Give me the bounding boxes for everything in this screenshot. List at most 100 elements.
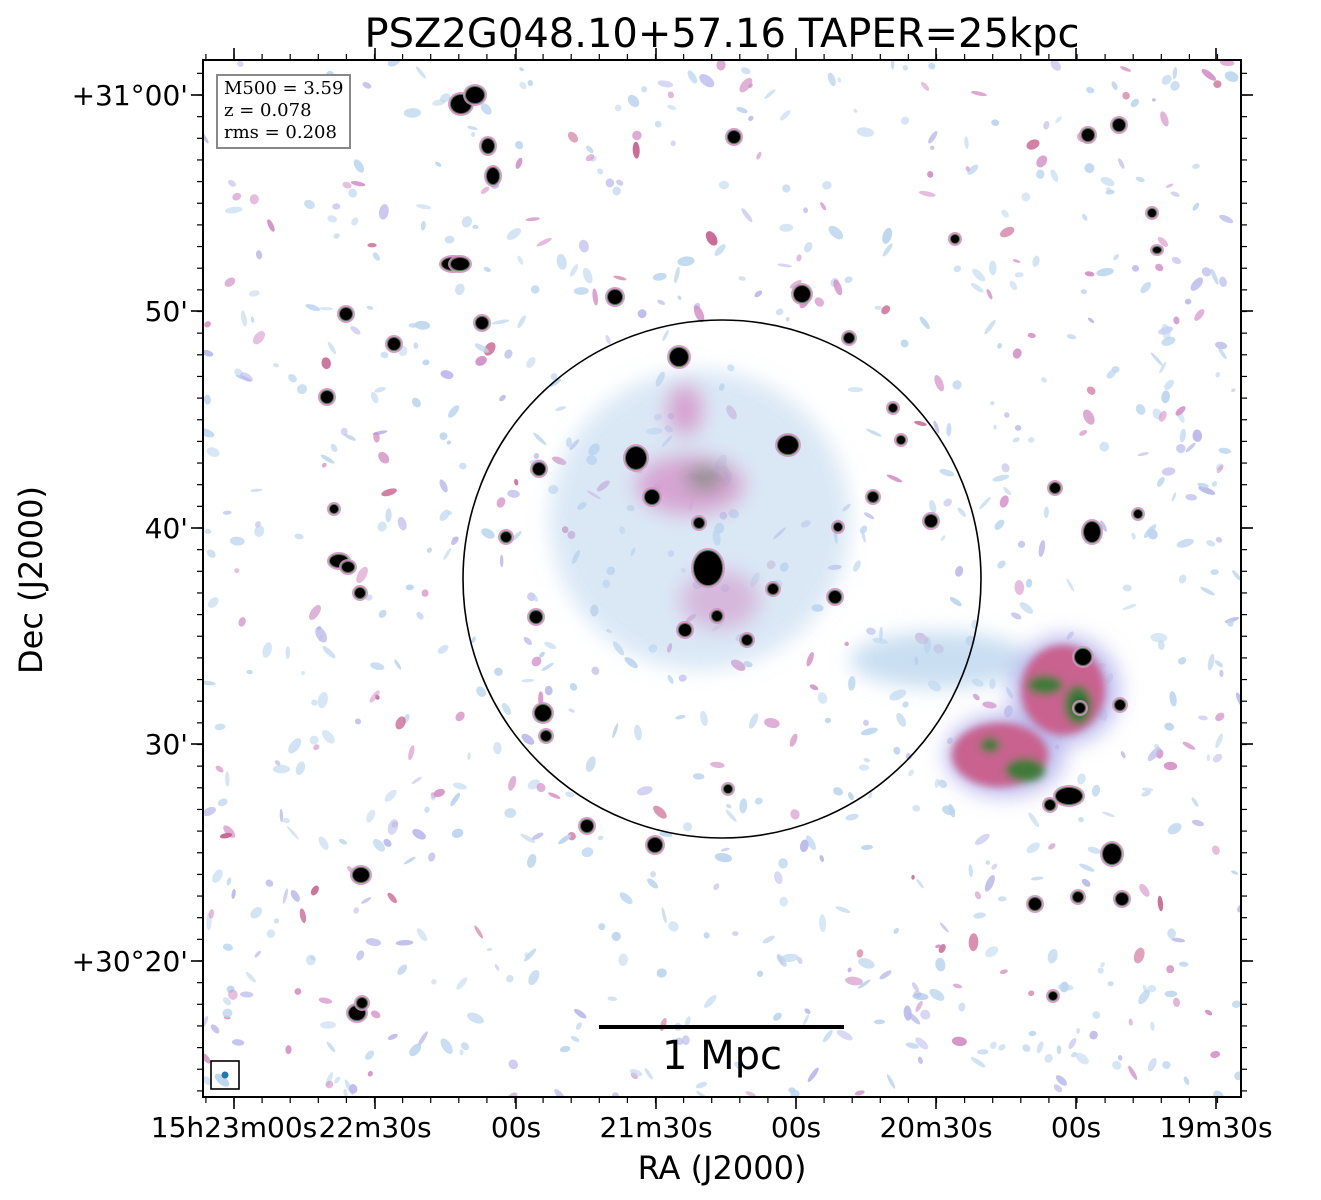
noise-speck — [844, 276, 853, 284]
noise-speck — [581, 847, 594, 858]
noise-speck — [1170, 191, 1180, 197]
noise-speck — [967, 164, 979, 175]
noise-speck — [1184, 298, 1192, 305]
noise-speck — [714, 244, 726, 256]
noise-speck — [325, 1080, 334, 1089]
noise-speck — [677, 295, 682, 301]
noise-speck — [933, 420, 940, 434]
noise-speck — [616, 179, 624, 186]
noise-speck — [918, 190, 936, 197]
noise-speck — [222, 943, 233, 951]
noise-speck — [472, 224, 479, 230]
point-source — [530, 611, 542, 623]
noise-speck — [873, 1019, 886, 1025]
noise-speck — [1100, 520, 1107, 532]
noise-speck — [1135, 176, 1145, 183]
noise-speck — [273, 363, 279, 368]
noise-speck — [889, 689, 907, 701]
noise-speck — [559, 1045, 571, 1053]
noise-speck — [214, 1073, 230, 1087]
noise-speck — [1128, 1065, 1138, 1081]
noise-speck — [705, 231, 718, 246]
x-tick-label: 21m30s — [599, 1111, 712, 1144]
noise-speck — [991, 863, 998, 870]
noise-speck — [431, 979, 437, 985]
noise-speck — [929, 988, 945, 1001]
noise-speck — [1079, 429, 1088, 436]
x-tick-label: 00s — [491, 1111, 541, 1144]
noise-speck — [938, 779, 948, 789]
noise-speck — [845, 976, 863, 986]
noise-speck — [777, 263, 793, 268]
noise-speck — [1041, 377, 1047, 383]
noise-speck — [974, 891, 982, 900]
scalebar-label: 1 Mpc — [661, 1033, 783, 1079]
noise-speck — [629, 1069, 643, 1077]
noise-speck — [327, 215, 338, 223]
noise-speck — [274, 760, 281, 766]
noise-speck — [353, 907, 360, 914]
noise-speck — [641, 86, 648, 93]
noise-speck — [756, 151, 762, 160]
point-source — [533, 463, 545, 475]
noise-speck — [250, 907, 263, 919]
noise-speck — [1150, 632, 1168, 643]
noise-speck — [294, 533, 304, 540]
noise-speck — [380, 351, 389, 359]
noise-speck — [481, 528, 495, 539]
noise-speck — [1135, 404, 1146, 415]
noise-speck — [1078, 816, 1084, 823]
noise-speck — [1161, 323, 1171, 341]
noise-speck — [733, 1061, 743, 1069]
point-source — [1049, 992, 1057, 1000]
noise-speck — [657, 299, 666, 306]
noise-speck — [405, 584, 414, 591]
noise-speck — [367, 242, 377, 248]
axis-ticks — [191, 48, 1253, 1109]
noise-speck — [782, 184, 791, 193]
noise-speck — [1028, 990, 1035, 997]
point-source — [694, 551, 722, 585]
noise-speck — [667, 91, 674, 99]
noise-speck — [1166, 965, 1175, 974]
noise-speck — [285, 646, 291, 659]
noise-speck — [224, 206, 243, 214]
noise-speck — [533, 432, 547, 446]
noise-speck — [1198, 715, 1208, 721]
noise-speck — [866, 428, 882, 437]
noise-speck — [310, 885, 319, 896]
noise-speck — [803, 207, 809, 214]
noise-speck — [541, 662, 554, 671]
noise-speck — [494, 964, 500, 971]
noise-speck — [1156, 476, 1165, 487]
noise-speck — [433, 788, 445, 797]
noise-speck — [670, 140, 676, 147]
noise-speck — [1198, 486, 1216, 495]
noise-speck — [965, 166, 970, 172]
noise-speck — [1087, 317, 1095, 323]
noise-speck — [858, 764, 870, 771]
point-source — [844, 333, 854, 343]
noise-speck — [1182, 741, 1196, 750]
noise-speck — [1001, 209, 1009, 218]
noise-speck — [439, 432, 448, 441]
y-tick-labels: +31°00' 50' 40' 30' +30°20' — [72, 79, 188, 978]
noise-speck — [455, 711, 465, 722]
y-tick-label: 50' — [145, 295, 188, 328]
info-mass: M500 = 3.59 — [224, 78, 344, 99]
point-source — [388, 338, 400, 350]
noise-speck — [491, 319, 510, 325]
noise-speck — [614, 104, 622, 112]
noise-speck — [920, 81, 930, 91]
noise-speck — [1089, 1030, 1098, 1040]
noise-speck — [1080, 289, 1087, 295]
noise-speck — [1014, 272, 1024, 278]
noise-speck — [1056, 1045, 1062, 1055]
noise-speck — [309, 955, 316, 961]
noise-speck — [1047, 948, 1058, 964]
noise-speck — [1084, 271, 1095, 277]
noise-speck — [1092, 1011, 1101, 1019]
noise-speck — [1026, 139, 1040, 150]
noise-speck — [574, 1008, 587, 1019]
noise-speck — [647, 878, 659, 889]
